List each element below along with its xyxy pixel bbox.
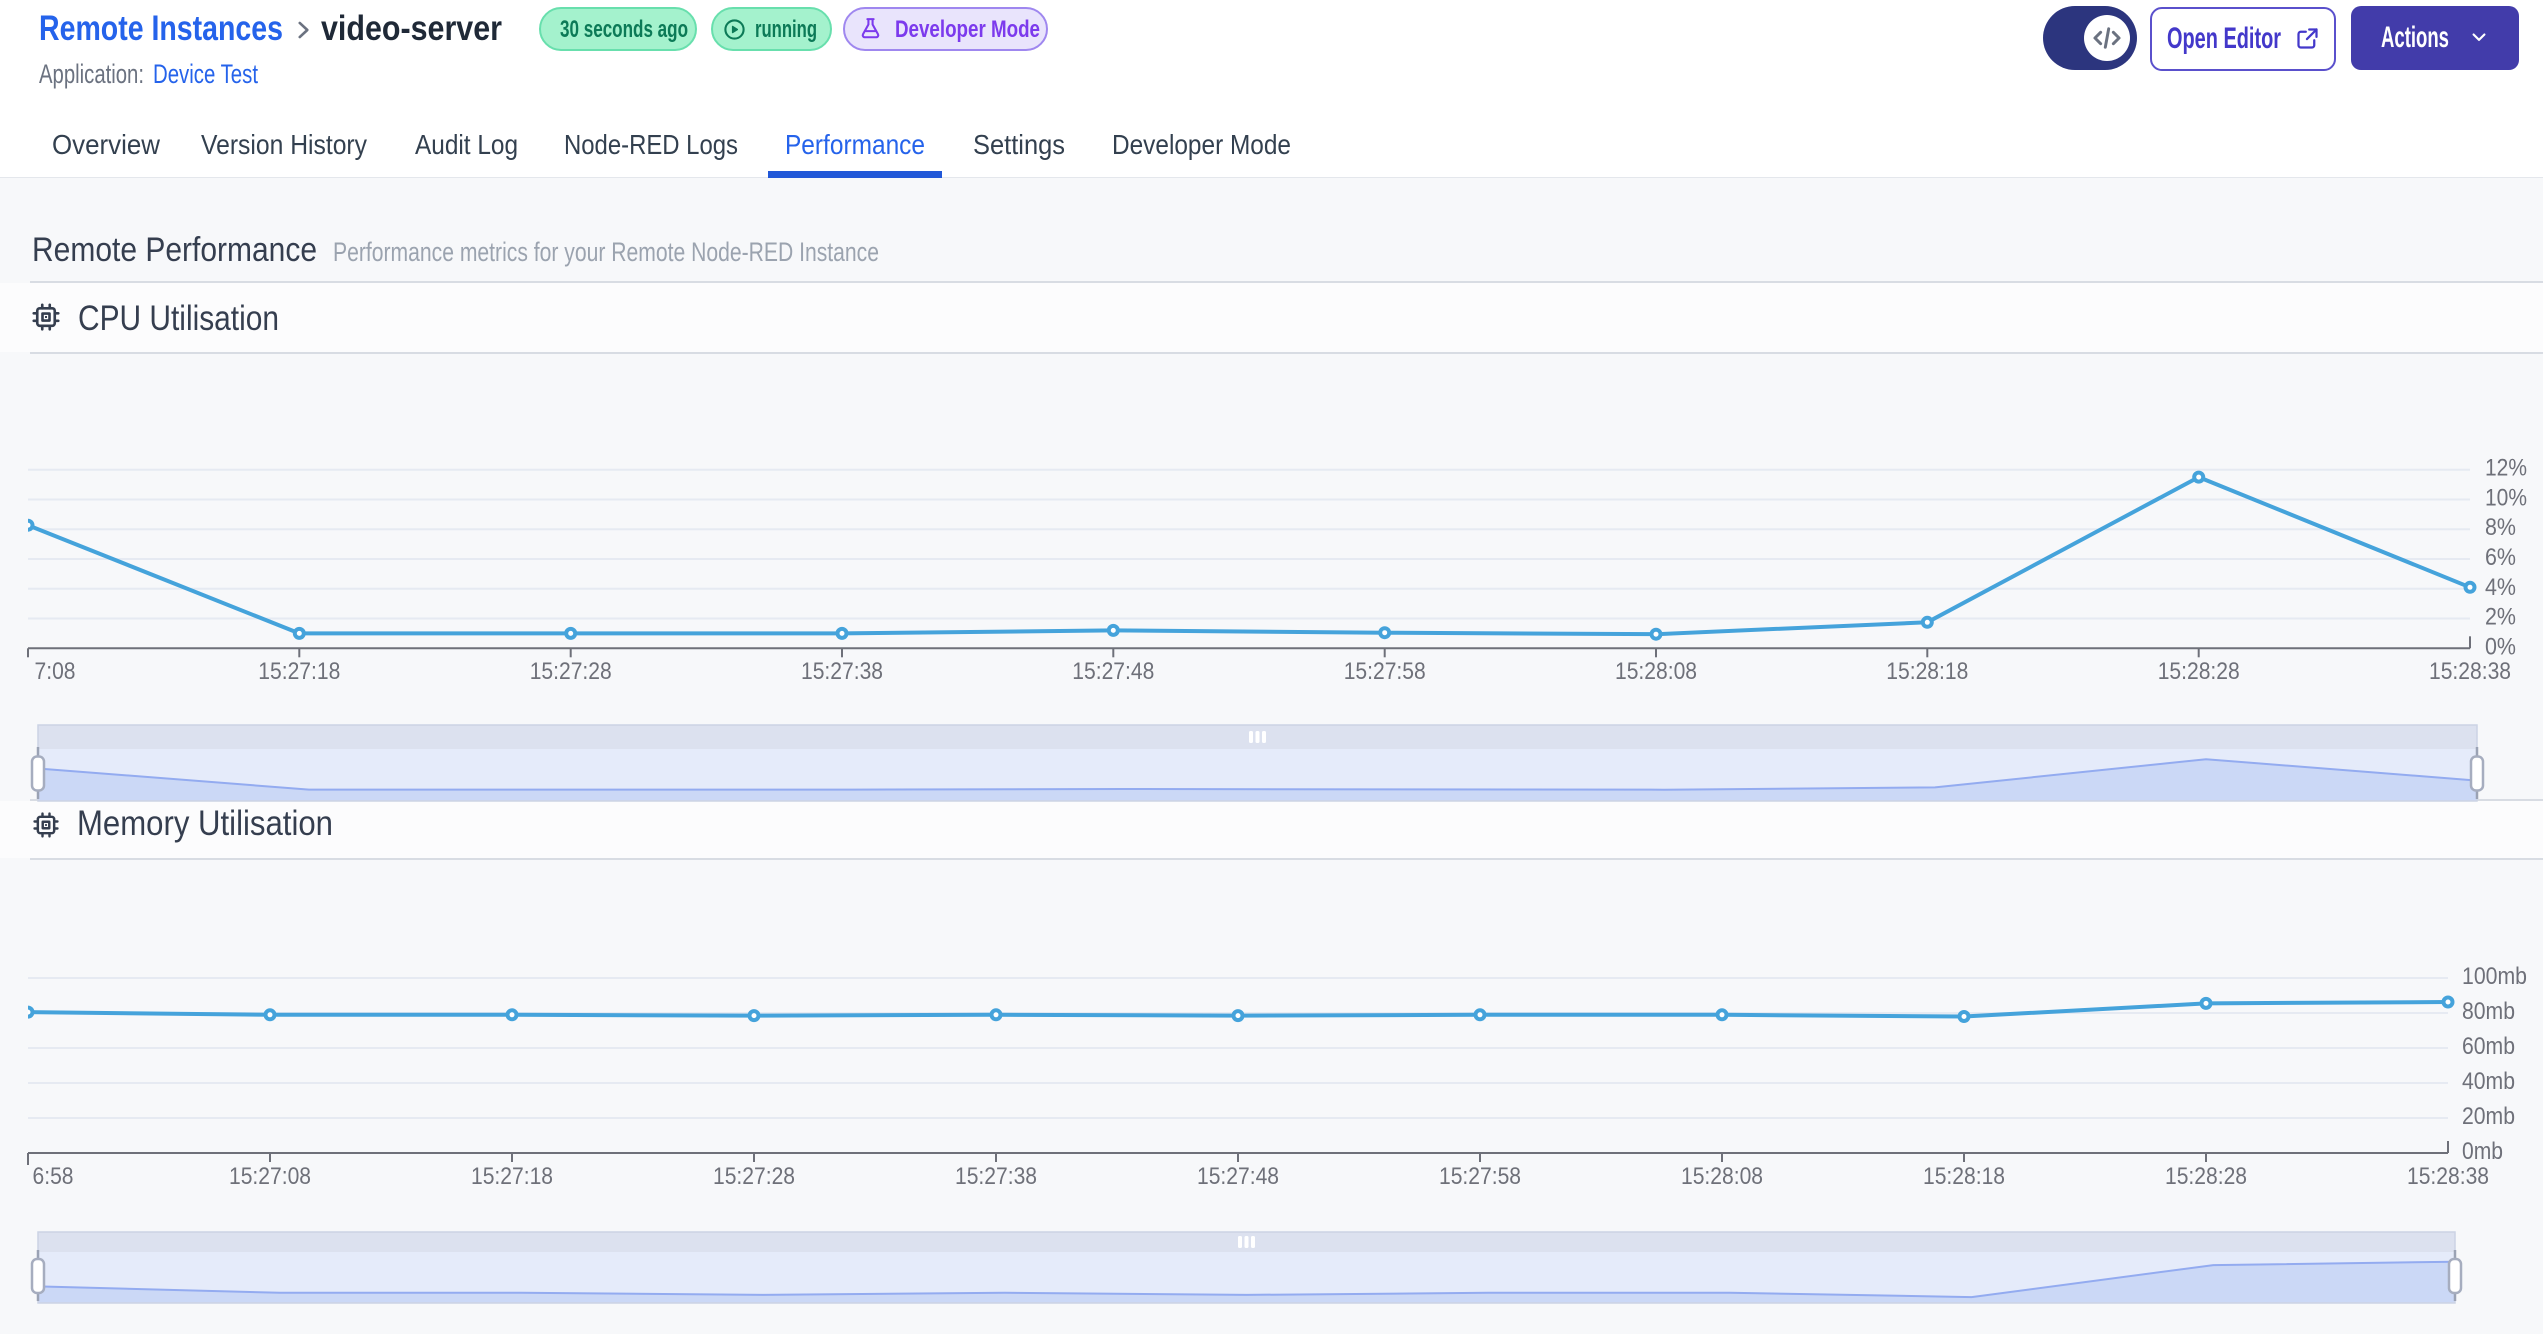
svg-text:6%: 6%: [2485, 544, 2516, 571]
svg-text:12%: 12%: [2485, 455, 2527, 482]
svg-text:2%: 2%: [2485, 604, 2516, 631]
svg-text:15:28:38: 15:28:38: [2407, 1163, 2489, 1190]
svg-text:6:58: 6:58: [33, 1163, 74, 1190]
svg-text:80mb: 80mb: [2462, 998, 2515, 1025]
svg-text:15:27:58: 15:27:58: [1344, 658, 1426, 685]
svg-text:100mb: 100mb: [2462, 963, 2527, 990]
svg-text:15:27:18: 15:27:18: [258, 658, 340, 685]
svg-text:15:28:28: 15:28:28: [2165, 1163, 2247, 1190]
svg-text:10%: 10%: [2485, 485, 2527, 512]
svg-text:7:08: 7:08: [35, 658, 76, 685]
svg-text:60mb: 60mb: [2462, 1033, 2515, 1060]
svg-text:20mb: 20mb: [2462, 1103, 2515, 1130]
svg-text:15:28:38: 15:28:38: [2429, 658, 2511, 685]
svg-text:0mb: 0mb: [2462, 1138, 2503, 1165]
svg-text:15:27:48: 15:27:48: [1072, 658, 1154, 685]
svg-text:15:27:58: 15:27:58: [1439, 1163, 1521, 1190]
svg-text:8%: 8%: [2485, 514, 2516, 541]
svg-text:15:27:28: 15:27:28: [530, 658, 612, 685]
svg-text:40mb: 40mb: [2462, 1068, 2515, 1095]
svg-text:15:27:08: 15:27:08: [229, 1163, 311, 1190]
svg-text:15:28:08: 15:28:08: [1615, 658, 1697, 685]
svg-text:15:28:08: 15:28:08: [1681, 1163, 1763, 1190]
svg-text:15:27:18: 15:27:18: [471, 1163, 553, 1190]
svg-text:15:27:48: 15:27:48: [1197, 1163, 1279, 1190]
svg-text:15:28:28: 15:28:28: [2158, 658, 2240, 685]
svg-text:0%: 0%: [2485, 633, 2516, 660]
svg-text:15:27:38: 15:27:38: [955, 1163, 1037, 1190]
svg-text:15:28:18: 15:28:18: [1923, 1163, 2005, 1190]
svg-text:15:28:18: 15:28:18: [1886, 658, 1968, 685]
svg-text:15:27:28: 15:27:28: [713, 1163, 795, 1190]
svg-text:15:27:38: 15:27:38: [801, 658, 883, 685]
svg-text:4%: 4%: [2485, 574, 2516, 601]
